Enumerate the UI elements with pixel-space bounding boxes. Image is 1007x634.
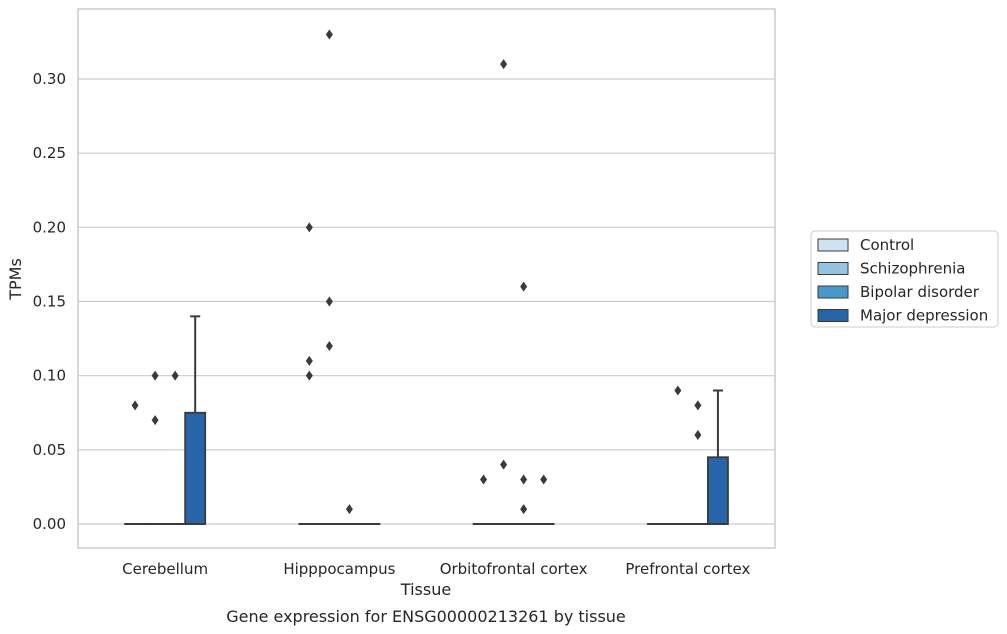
category-group [124, 315, 207, 525]
grid-lines [78, 78, 775, 525]
y-tick-label: 0.25 [33, 144, 66, 162]
box [666, 385, 689, 525]
box [318, 29, 341, 525]
box [532, 474, 555, 525]
category-group [472, 59, 555, 525]
outlier-point [171, 370, 179, 381]
outlier-point [305, 355, 313, 366]
legend-label: Control [860, 236, 914, 254]
y-tick-label: 0.10 [33, 367, 66, 385]
box [184, 315, 207, 525]
chart-caption: Gene expression for ENSG00000213261 by t… [226, 607, 626, 626]
outlier-point [151, 415, 159, 426]
outlier-point [345, 504, 353, 515]
y-tick-label: 0.00 [33, 515, 66, 533]
outlier-point [500, 459, 508, 470]
box [124, 400, 146, 525]
x-tick-label: Hipppocampus [283, 560, 395, 578]
outlier-point [305, 222, 313, 233]
box [144, 370, 167, 525]
legend-label: Schizophrenia [860, 260, 965, 278]
box-body [184, 411, 207, 525]
plot-frame [77, 8, 776, 549]
box [512, 281, 535, 525]
outlier-point [694, 430, 702, 440]
box [164, 370, 187, 525]
legend-frame [810, 230, 999, 328]
outlier-point [151, 370, 159, 381]
legend-label: Major depression [860, 307, 988, 325]
x-tick-label: Orbitofrontal cortex [440, 560, 588, 578]
outlier-point [131, 400, 139, 411]
legend-swatch [817, 285, 849, 299]
y-tick-label: 0.15 [33, 293, 66, 311]
outlier-point [480, 474, 488, 485]
box [298, 222, 321, 525]
category-group [646, 385, 729, 525]
outlier-point [694, 400, 702, 411]
legend-swatch [817, 238, 849, 252]
x-tick-label: Cerebellum [122, 560, 208, 578]
outlier-point [520, 281, 528, 292]
legend-label: Bipolar disorder [860, 283, 980, 301]
legend-swatch [817, 309, 849, 322]
legend-swatch [817, 262, 849, 275]
outlier-point [520, 504, 528, 515]
y-axis-label: TPMs [6, 258, 25, 301]
category-group [298, 29, 381, 525]
box [707, 389, 729, 525]
y-tick-label: 0.05 [33, 441, 66, 459]
box [686, 400, 709, 525]
x-tick-label: Prefrontal cortex [625, 560, 750, 578]
outlier-point [325, 29, 333, 40]
box [472, 474, 495, 525]
x-axis-label: Tissue [400, 580, 451, 599]
box-body [707, 456, 729, 525]
y-tick-label: 0.30 [33, 70, 66, 88]
outlier-point [305, 370, 313, 381]
outlier-point [325, 341, 333, 351]
legend: Control Schizophrenia Bipolar disorder Majo… [810, 230, 999, 328]
outlier-point [674, 385, 682, 396]
outlier-point [520, 474, 528, 485]
box [338, 504, 361, 525]
box-groups [124, 29, 729, 525]
box [492, 59, 515, 525]
outlier-point [540, 474, 548, 485]
outlier-point [325, 296, 333, 307]
y-axis-ticks: 0.00 0.05 0.10 0.15 0.20 0.25 0.30 [33, 70, 66, 533]
outlier-point [500, 59, 508, 70]
x-axis-ticks: Cerebellum Hipppocampus Orbitofrontal cort… [122, 560, 750, 578]
y-tick-label: 0.20 [33, 218, 66, 236]
